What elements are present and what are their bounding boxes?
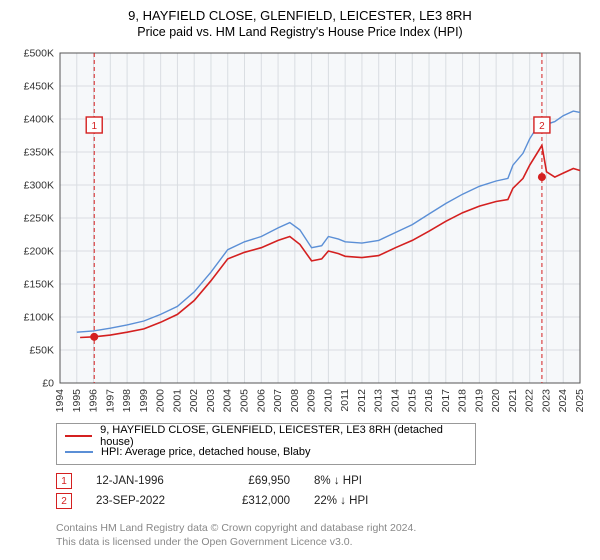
legend-label-hpi: HPI: Average price, detached house, Blab… — [101, 446, 311, 458]
svg-text:2: 2 — [539, 121, 545, 132]
legend-swatch-price — [65, 435, 92, 437]
chart-container: 9, HAYFIELD CLOSE, GLENFIELD, LEICESTER,… — [0, 0, 600, 557]
svg-text:1997: 1997 — [104, 389, 116, 413]
points-table: 1 12-JAN-1996 £69,950 8% ↓ HPI 2 23-SEP-… — [56, 471, 588, 511]
point-price: £312,000 — [220, 495, 290, 507]
svg-text:2003: 2003 — [205, 389, 217, 413]
chart-titles: 9, HAYFIELD CLOSE, GLENFIELD, LEICESTER,… — [12, 8, 588, 39]
legend: 9, HAYFIELD CLOSE, GLENFIELD, LEICESTER,… — [56, 423, 476, 465]
svg-text:£300K: £300K — [24, 180, 54, 192]
svg-text:£0: £0 — [42, 378, 54, 390]
svg-text:2022: 2022 — [524, 389, 536, 413]
svg-text:£100K: £100K — [24, 312, 54, 324]
svg-text:2020: 2020 — [490, 389, 502, 413]
point-delta: 22% ↓ HPI — [314, 495, 404, 507]
svg-text:1996: 1996 — [88, 389, 100, 413]
table-row: 1 12-JAN-1996 £69,950 8% ↓ HPI — [56, 471, 588, 491]
svg-text:2021: 2021 — [507, 389, 519, 413]
point-badge-2: 2 — [56, 493, 72, 509]
svg-text:£50K: £50K — [29, 345, 54, 357]
svg-text:2018: 2018 — [457, 389, 469, 413]
svg-text:£450K: £450K — [24, 81, 54, 93]
footer: Contains HM Land Registry data © Crown c… — [56, 521, 588, 549]
svg-text:1994: 1994 — [54, 389, 66, 413]
svg-text:2000: 2000 — [155, 389, 167, 413]
svg-text:2006: 2006 — [255, 389, 267, 413]
svg-text:£250K: £250K — [24, 213, 54, 225]
svg-text:2009: 2009 — [306, 389, 318, 413]
svg-text:2025: 2025 — [574, 389, 586, 413]
svg-text:£350K: £350K — [24, 147, 54, 159]
svg-text:1998: 1998 — [121, 389, 133, 413]
svg-text:2024: 2024 — [557, 389, 569, 413]
svg-text:2014: 2014 — [389, 389, 401, 413]
svg-text:2004: 2004 — [222, 389, 234, 413]
svg-text:2011: 2011 — [339, 389, 351, 412]
point-date: 23-SEP-2022 — [96, 495, 196, 507]
svg-text:1995: 1995 — [71, 389, 83, 413]
table-row: 2 23-SEP-2022 £312,000 22% ↓ HPI — [56, 491, 588, 511]
point-badge-1: 1 — [56, 473, 72, 489]
svg-text:2017: 2017 — [440, 389, 452, 413]
svg-text:2010: 2010 — [322, 389, 334, 413]
svg-text:£500K: £500K — [24, 48, 54, 60]
svg-text:1: 1 — [91, 121, 97, 132]
legend-label-price: 9, HAYFIELD CLOSE, GLENFIELD, LEICESTER,… — [100, 424, 467, 448]
svg-text:2007: 2007 — [272, 389, 284, 413]
footer-line2: This data is licensed under the Open Gov… — [56, 535, 588, 549]
point-delta: 8% ↓ HPI — [314, 475, 404, 487]
svg-text:2016: 2016 — [423, 389, 435, 413]
svg-text:2013: 2013 — [373, 389, 385, 413]
svg-text:2008: 2008 — [289, 389, 301, 413]
chart-svg: £0 £50K £100K £150K £200K £250K £300K £350K £400… — [12, 45, 588, 415]
svg-text:2005: 2005 — [239, 389, 251, 413]
svg-text:£200K: £200K — [24, 246, 54, 258]
legend-swatch-hpi — [65, 451, 93, 453]
svg-text:2019: 2019 — [473, 389, 485, 413]
svg-text:£400K: £400K — [24, 114, 54, 126]
svg-text:£150K: £150K — [24, 279, 54, 291]
svg-text:2012: 2012 — [356, 389, 368, 413]
svg-text:2001: 2001 — [171, 389, 183, 413]
chart-area: £0 £50K £100K £150K £200K £250K £300K £350K £400… — [12, 45, 588, 415]
footer-line1: Contains HM Land Registry data © Crown c… — [56, 521, 588, 535]
svg-text:2002: 2002 — [188, 389, 200, 413]
svg-text:2023: 2023 — [540, 389, 552, 413]
legend-row: 9, HAYFIELD CLOSE, GLENFIELD, LEICESTER,… — [65, 428, 467, 444]
title-subtitle: Price paid vs. HM Land Registry's House … — [12, 25, 588, 39]
title-address: 9, HAYFIELD CLOSE, GLENFIELD, LEICESTER,… — [12, 8, 588, 23]
svg-text:1999: 1999 — [138, 389, 150, 413]
point-price: £69,950 — [220, 475, 290, 487]
point-date: 12-JAN-1996 — [96, 475, 196, 487]
svg-text:2015: 2015 — [406, 389, 418, 413]
